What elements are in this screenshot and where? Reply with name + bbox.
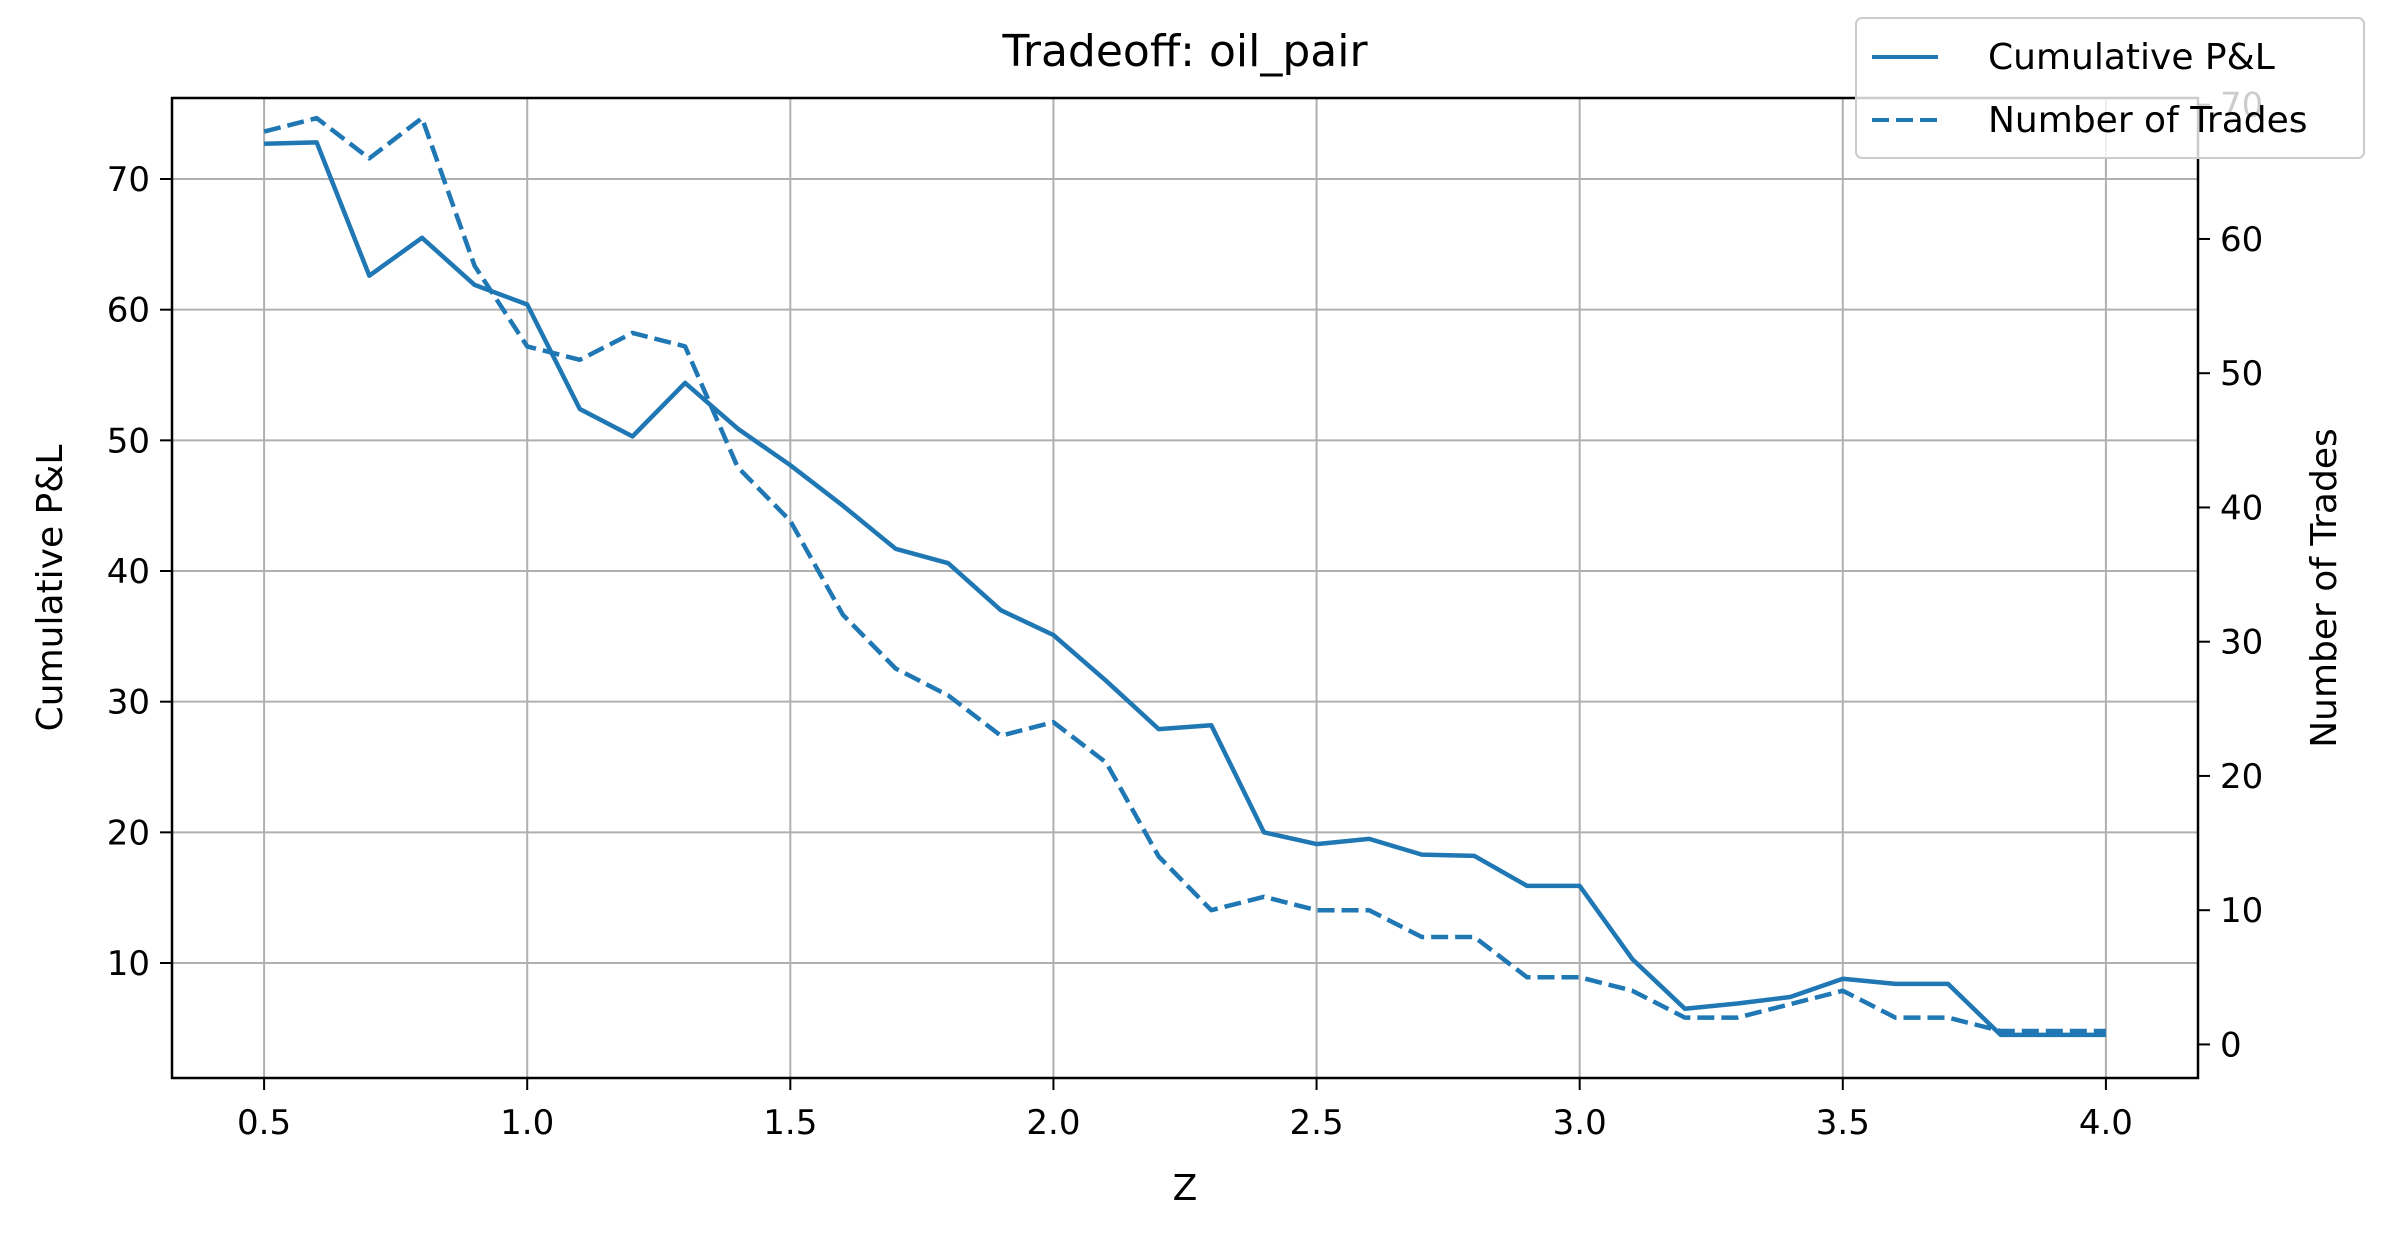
- chart-title: Tradeoff: oil_pair: [1001, 26, 1368, 77]
- y2-tick-label: 10: [2220, 891, 2263, 931]
- legend: Cumulative P&L Number of Trades: [1855, 17, 2365, 159]
- y2-tick-label: 0: [2220, 1025, 2242, 1065]
- x-tick-label: 0.5: [237, 1103, 291, 1143]
- x-axis-label: Z: [1173, 1168, 1198, 1209]
- y2-tick-label: 40: [2220, 488, 2263, 528]
- y2-tick-label: 20: [2220, 757, 2263, 797]
- x-axis-ticks: 0.5 1.0 1.5 2.0 2.5 3.0 3.5 4.0: [237, 1078, 2133, 1143]
- y-tick-label: 30: [107, 683, 150, 723]
- y-tick-label: 50: [107, 421, 150, 461]
- series-line-cumulative-pnl: [264, 140, 2106, 1038]
- x-tick-label: 4.0: [2079, 1103, 2133, 1143]
- y-tick-label: 20: [107, 813, 150, 853]
- y-tick-label: 60: [107, 291, 150, 331]
- y2-tick-label: 50: [2220, 354, 2263, 394]
- legend-label-cumulative-pnl: Cumulative P&L: [1988, 37, 2275, 78]
- legend-box: [1855, 17, 2365, 159]
- x-tick-label: 1.5: [763, 1103, 817, 1143]
- y2-axis-label: Number of Trades: [2304, 428, 2345, 748]
- series-line-number-of-trades: [263, 115, 2106, 1034]
- x-tick-label: 1.0: [500, 1103, 554, 1143]
- legend-label-number-of-trades: Number of Trades: [1988, 100, 2308, 141]
- y-tick-label: 70: [107, 160, 150, 200]
- x-tick-label: 2.5: [1290, 1103, 1344, 1143]
- x-tick-label: 3.0: [1553, 1103, 1607, 1143]
- y-axis-label: Cumulative P&L: [30, 445, 71, 732]
- y-tick-label: 40: [107, 552, 150, 592]
- y-tick-label: 10: [107, 944, 150, 984]
- y2-tick-label: 30: [2220, 623, 2263, 663]
- y2-tick-label: 60: [2220, 220, 2263, 260]
- plot-frame: [170, 96, 2200, 1080]
- x-tick-label: 3.5: [1816, 1103, 1870, 1143]
- x-tick-label: 2.0: [1026, 1103, 1080, 1143]
- series-lines: [263, 115, 2106, 1038]
- grid: [172, 98, 2198, 1078]
- y-axis-ticks: 10 20 30 40 50 60 70: [107, 160, 172, 984]
